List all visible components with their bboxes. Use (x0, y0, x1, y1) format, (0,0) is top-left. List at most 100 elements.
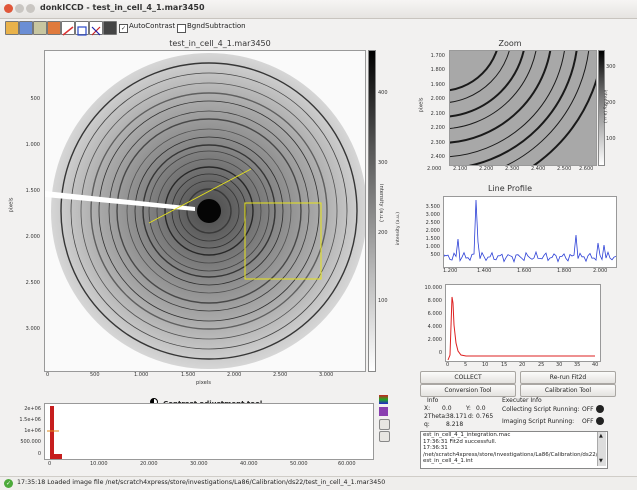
bgnd-subtraction-label: BgndSubtraction (187, 22, 246, 30)
calibration-tool-button[interactable]: Calibration Tool (520, 384, 616, 397)
diffraction-canvas (45, 53, 367, 369)
y-tick: 2.000 (25, 234, 40, 240)
export-icon[interactable] (33, 21, 47, 35)
y-tick: 2.500 (25, 280, 40, 286)
zoom-colorbar-tick: 200 (606, 100, 616, 106)
line-icon[interactable] (61, 21, 75, 36)
measure-icon[interactable] (47, 21, 61, 35)
rerun-fit2d-button[interactable]: Re-run Fit2d (520, 371, 616, 384)
info-2theta-value: 38.171 (446, 413, 467, 420)
line-profile-plot[interactable] (443, 196, 617, 268)
diffraction-ring (142, 144, 276, 278)
imaging-label: Imaging Script Running: (502, 418, 575, 425)
contrast-histogram[interactable] (44, 403, 374, 460)
beamstop-arm (45, 191, 195, 211)
line-profile-curve (443, 199, 617, 264)
x-tick: 1.800 (557, 268, 572, 274)
x-tick: 2.300 (505, 166, 520, 172)
line-profile-title: Line Profile (487, 184, 533, 193)
colorbar-tick: 200 (378, 230, 388, 236)
cursor-icon[interactable] (89, 21, 103, 36)
zoom-colorbar (598, 50, 605, 166)
x-tick: 35 (574, 362, 581, 368)
x-tick: 2.000 (427, 166, 442, 172)
autocontrast-checkbox[interactable]: ✓ (119, 24, 128, 33)
integration-y-ticks: 10.000 8.000 6.000 4.000 2.000 0 (412, 285, 444, 357)
x-tick: 10 (482, 362, 489, 368)
hand-icon[interactable] (379, 419, 390, 430)
zoom-image[interactable] (449, 50, 597, 166)
zoom-icon[interactable] (75, 21, 89, 36)
window-title: donkICCD - test_in_cell_4_1.mar3450 (40, 3, 205, 12)
line-profile-y-ticks: 3.500 3.000 2.500 2.000 1.500 1.000 500 (408, 196, 442, 266)
main-colorbar-label: intensity (a.u.) (377, 184, 384, 222)
x-tick: 20 (519, 362, 526, 368)
x-tick: 0 (46, 372, 50, 378)
log-line: 17:36:31 (423, 445, 448, 452)
y-tick: 2.000 (430, 96, 445, 102)
y-tick: 500.000 (20, 439, 41, 445)
x-tick: 10.000 (90, 461, 108, 467)
x-tick: 1.600 (517, 268, 532, 274)
bgnd-subtraction-checkbox[interactable] (177, 24, 186, 33)
x-tick: 2.000 (593, 268, 608, 274)
log-output[interactable]: est_in_cell_4_1_integration.mac 17:36:31… (420, 431, 608, 469)
conversion-tool-button[interactable]: Conversion Tool (420, 384, 516, 397)
log-scrollbar[interactable]: ▲ ▼ (597, 432, 606, 466)
diffraction-ring (164, 166, 254, 256)
y-tick: 1e+06 (24, 428, 41, 434)
x-tick: 60.000 (338, 461, 356, 467)
save-icon[interactable] (19, 21, 33, 35)
integration-plot[interactable] (445, 284, 601, 362)
x-tick: 2.000 (227, 372, 242, 378)
diffraction-ring (60, 62, 358, 360)
y-tick: 1.500 (25, 188, 40, 194)
x-tick: 2.200 (479, 166, 494, 172)
line-profile-x-ticks: 1.200 1.400 1.600 1.800 2.000 (443, 268, 615, 276)
colormap-icon[interactable] (379, 395, 388, 404)
contrast-y-ticks: 2e+06 1.5e+06 1e+06 500.000 0 (14, 403, 44, 458)
x-tick: 40.000 (240, 461, 258, 467)
log-line: /net/scratch4xpress/store/investigations… (423, 451, 600, 458)
zoom-colorbar-tick: 100 (606, 136, 616, 142)
y-tick: 10.000 (424, 285, 443, 291)
zoom-selection-box[interactable] (244, 202, 322, 280)
mask-icon[interactable] (103, 21, 117, 35)
executer-title: Executer Info (502, 397, 542, 404)
x-tick: 2.600 (579, 166, 594, 172)
pointer-icon[interactable] (379, 431, 390, 442)
collect-button[interactable]: COLLECT (420, 371, 516, 384)
diffraction-ring (148, 150, 270, 272)
y-tick: 1.900 (430, 82, 445, 88)
maximize-window-button[interactable] (26, 4, 35, 13)
histogram-peak (50, 406, 54, 459)
histogram-icon[interactable] (379, 407, 388, 416)
y-tick: 2.500 (425, 220, 440, 226)
line-profile-ylabel: intensity (a.u.) (395, 212, 401, 245)
close-window-button[interactable] (4, 4, 13, 13)
zoom-canvas (450, 51, 596, 165)
info-q-value: 8.218 (446, 421, 464, 428)
open-icon[interactable] (5, 21, 19, 35)
y-tick: 2e+06 (24, 406, 41, 412)
x-tick: 30.000 (190, 461, 208, 467)
integration-curve (447, 296, 595, 361)
diffraction-image[interactable] (44, 50, 367, 372)
info-d-value: 0.765 (476, 413, 494, 420)
zoom-x-ticks: 2.000 2.100 2.200 2.300 2.400 2.500 2.60… (427, 166, 595, 174)
x-tick: 5 (464, 362, 468, 368)
minimize-window-button[interactable] (15, 4, 24, 13)
info-q-label: q: (424, 421, 430, 428)
scroll-up-arrow[interactable]: ▲ (599, 433, 603, 439)
integration-canvas (447, 296, 595, 361)
zoom-colorbar-tick: 300 (606, 64, 616, 70)
line-profile-marker[interactable] (148, 168, 252, 224)
x-tick: 3.000 (319, 372, 334, 378)
x-tick: 2.100 (453, 166, 468, 172)
zoom-y-ticks: 1.700 1.800 1.900 2.000 2.100 2.200 2.30… (418, 50, 448, 164)
scroll-down-arrow[interactable]: ▼ (599, 458, 603, 464)
y-tick: 2.300 (430, 140, 445, 146)
x-tick: 2.500 (557, 166, 572, 172)
diffraction-ring (108, 110, 310, 312)
log-line: 17:36:31 Fit2d successfull. (423, 438, 497, 445)
